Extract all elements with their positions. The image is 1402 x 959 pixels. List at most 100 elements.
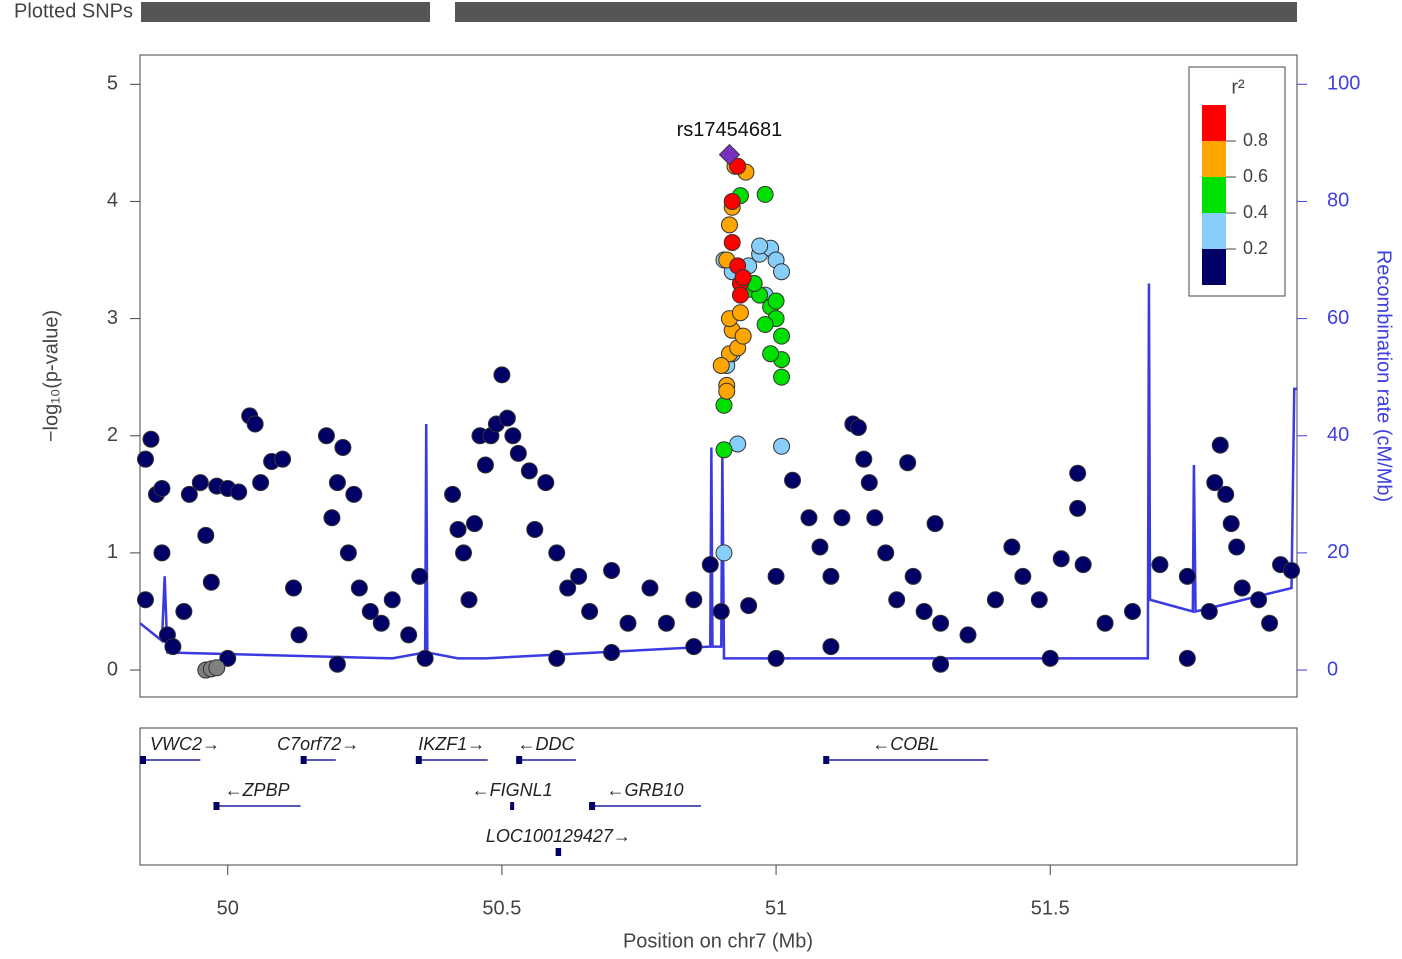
snp-point (317, 427, 335, 445)
snp-point (1200, 602, 1218, 620)
snp-point (383, 591, 401, 609)
snp-point (603, 643, 621, 661)
snp-point (175, 602, 193, 620)
snp-point (1003, 538, 1021, 556)
snp-point (849, 419, 867, 437)
snp-point (904, 567, 922, 585)
legend-swatch (1202, 213, 1226, 249)
snp-point (729, 157, 747, 175)
y2-axis-label: Recombination rate (cM/Mb) (1373, 250, 1395, 502)
snp-point (153, 544, 171, 562)
snp-point (361, 602, 379, 620)
snp-point (1074, 556, 1092, 574)
snp-point (723, 233, 741, 251)
snp-point (1178, 649, 1196, 667)
snp-point (136, 591, 154, 609)
gene-label: IKZF1→ (418, 734, 485, 754)
y-tick-label: 0 (107, 658, 118, 680)
snp-point (142, 430, 160, 448)
snp-point (411, 567, 429, 585)
snp-point (208, 659, 226, 677)
snp-point (498, 409, 516, 427)
snp-point (1151, 556, 1169, 574)
x-tick-label: 50.5 (482, 897, 521, 919)
snp-point (926, 515, 944, 533)
snp-point (1217, 485, 1235, 503)
gene-label: ←DDC (518, 734, 576, 754)
snp-point (537, 474, 555, 492)
snp-point (372, 614, 390, 632)
snp-point (230, 483, 248, 501)
gene-label: C7orf72→ (277, 734, 359, 754)
gene-label: VWC2→ (150, 734, 220, 754)
x-tick-label: 51 (765, 897, 787, 919)
snp-point (932, 655, 950, 673)
legend-swatch (1202, 249, 1226, 285)
gene-exon (823, 756, 830, 764)
snp-point (756, 315, 774, 333)
snp-point (246, 415, 264, 433)
legend-swatch (1202, 141, 1226, 177)
snp-point (285, 579, 303, 597)
snp-point (570, 567, 588, 585)
legend-title: r² (1231, 76, 1245, 98)
snp-point (657, 614, 675, 632)
gene-exon (213, 802, 220, 810)
y2-tick-label: 60 (1327, 307, 1349, 329)
snp-point (899, 454, 917, 472)
snp-point (773, 263, 791, 281)
snp-point (740, 597, 758, 615)
x-tick-label: 51.5 (1031, 897, 1070, 919)
gene-label: ←FIGNL1 (472, 780, 553, 800)
snp-point (888, 591, 906, 609)
gene-exon (140, 756, 146, 764)
snp-point (784, 471, 802, 489)
snp-point (197, 526, 215, 544)
plot-frame (139, 54, 1298, 698)
snp-point (751, 237, 769, 255)
snp-point (603, 561, 621, 579)
snp-point (180, 485, 198, 503)
snp-point (1069, 464, 1087, 482)
annotation: rs17454681 (677, 119, 783, 141)
legend-tick-label: 0.6 (1243, 166, 1268, 186)
snp-point (712, 356, 730, 374)
snp-point (1123, 602, 1141, 620)
snp-point (822, 638, 840, 656)
snp-point (767, 292, 785, 310)
snp-point (493, 366, 511, 384)
legend-swatch (1202, 177, 1226, 213)
gene-label: ←ZPBP (225, 780, 290, 800)
snp-point (559, 579, 577, 597)
snp-point (685, 591, 703, 609)
snp-point (1041, 649, 1059, 667)
snp-point (400, 626, 418, 644)
index-snp (718, 143, 741, 166)
snp-point (202, 573, 220, 591)
snp-point (328, 655, 346, 673)
snp-point (416, 649, 434, 667)
snp-point (581, 602, 599, 620)
snp-point (773, 437, 791, 455)
snp-density-bar (455, 2, 1297, 22)
legend-tick-label: 0.8 (1243, 130, 1268, 150)
snp-point (252, 474, 270, 492)
snp-point (1261, 614, 1279, 632)
snp-point (767, 649, 785, 667)
snp-point (641, 579, 659, 597)
snp-point (1233, 579, 1251, 597)
snp-point (520, 462, 538, 480)
snp-point (274, 450, 292, 468)
snp-point (731, 304, 749, 322)
y2-tick-label: 80 (1327, 190, 1349, 212)
y2-tick-label: 100 (1327, 73, 1360, 95)
snp-point (290, 626, 308, 644)
snp-point (685, 638, 703, 656)
snp-point (734, 327, 752, 345)
snp-point (959, 626, 977, 644)
snp-point (1069, 499, 1087, 517)
snp-point (767, 567, 785, 585)
gene-label: ←GRB10 (607, 780, 684, 800)
snp-point (1222, 515, 1240, 533)
